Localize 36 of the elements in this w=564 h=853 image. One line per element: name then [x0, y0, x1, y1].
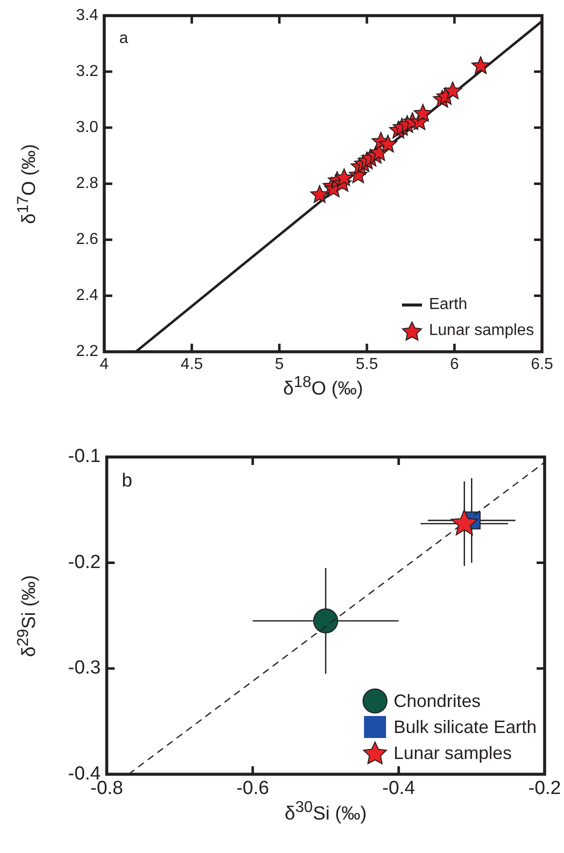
point	[378, 134, 398, 152]
x-tick-label: 6	[450, 356, 459, 373]
legend-label: Lunar samples	[394, 742, 512, 766]
x-tick-label: 4	[100, 356, 109, 373]
point	[313, 608, 338, 634]
legend-label: Lunar samples	[429, 320, 534, 341]
y-tick-label: -0.3	[68, 658, 101, 679]
x-tick-label: 4.5	[180, 356, 204, 373]
x-tick-label: 5.5	[356, 356, 378, 373]
y-tick-label: 2.4	[76, 287, 98, 304]
x-axis-title: δ$^{30}$Si (‰)	[284, 799, 367, 826]
y-tick-label: 3.0	[76, 119, 98, 136]
legend-label: Bulk silicate Earth	[394, 716, 537, 740]
y-tick-label: -0.1	[68, 446, 101, 468]
legend-label: Earth	[429, 294, 468, 315]
point	[450, 509, 478, 536]
x-tick-label: 5	[274, 356, 284, 373]
annotation: a	[119, 30, 128, 48]
x-tick-label: 6.5	[530, 356, 554, 373]
point	[334, 168, 354, 186]
x-tick-label: -0.4	[382, 778, 416, 799]
y-tick-label: 2.2	[76, 343, 98, 360]
x-axis-title: δ$^{18}$O (‰)	[283, 374, 364, 400]
y-tick-label: 3.2	[76, 63, 98, 80]
y-tick-label: 2.6	[76, 231, 98, 248]
point	[443, 82, 462, 100]
y-tick-label: -0.2	[68, 552, 101, 573]
legend-label: Chondrites	[394, 690, 481, 714]
x-tick-label: -0.2	[528, 778, 562, 799]
point	[471, 56, 490, 74]
y-tick-label: 3.4	[76, 7, 98, 24]
point	[310, 185, 329, 203]
annotation: b	[122, 470, 132, 492]
point	[414, 104, 432, 122]
y-tick-label: 2.8	[76, 175, 98, 192]
x-tick-label: -0.6	[236, 778, 270, 799]
